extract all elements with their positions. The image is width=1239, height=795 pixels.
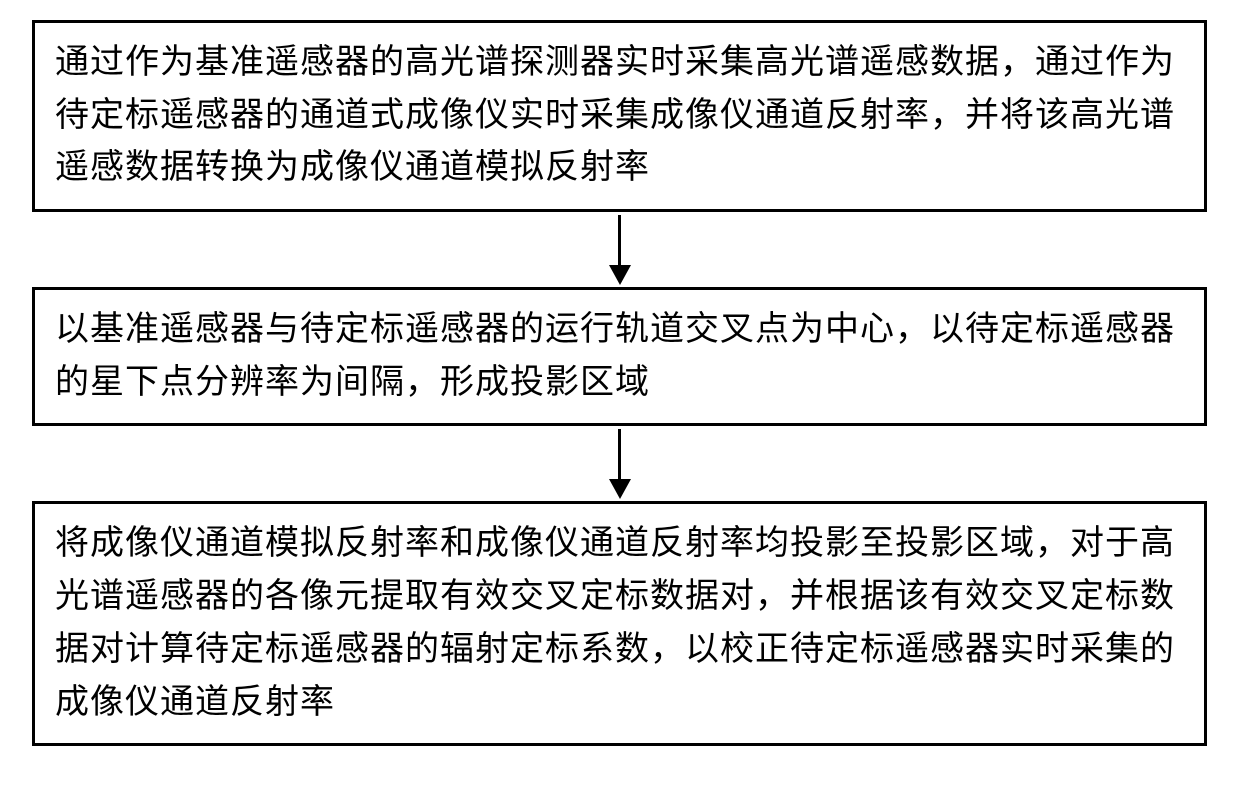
flowchart-step-1: 通过作为基准遥感器的高光谱探测器实时采集高光谱遥感数据，通过作为待定标遥感器的通… <box>32 20 1207 212</box>
step-1-text: 通过作为基准遥感器的高光谱探测器实时采集高光谱遥感数据，通过作为待定标遥感器的通… <box>55 37 1184 195</box>
flowchart-step-2: 以基准遥感器与待定标遥感器的运行轨道交叉点为中心，以待定标遥感器的星下点分辨率为… <box>32 287 1207 426</box>
arrow-2 <box>609 426 631 501</box>
arrow-head-icon <box>609 479 631 499</box>
flowchart-step-3: 将成像仪通道模拟反射率和成像仪通道反射率均投影至投影区域，对于高光谱遥感器的各像… <box>32 501 1207 746</box>
arrow-line-icon <box>618 429 621 479</box>
step-2-text: 以基准遥感器与待定标遥感器的运行轨道交叉点为中心，以待定标遥感器的星下点分辨率为… <box>55 304 1184 409</box>
arrow-head-icon <box>609 265 631 285</box>
arrow-1 <box>609 212 631 287</box>
step-3-text: 将成像仪通道模拟反射率和成像仪通道反射率均投影至投影区域，对于高光谱遥感器的各像… <box>55 518 1184 729</box>
arrow-line-icon <box>618 215 621 265</box>
flowchart-container: 通过作为基准遥感器的高光谱探测器实时采集高光谱遥感数据，通过作为待定标遥感器的通… <box>0 20 1239 746</box>
